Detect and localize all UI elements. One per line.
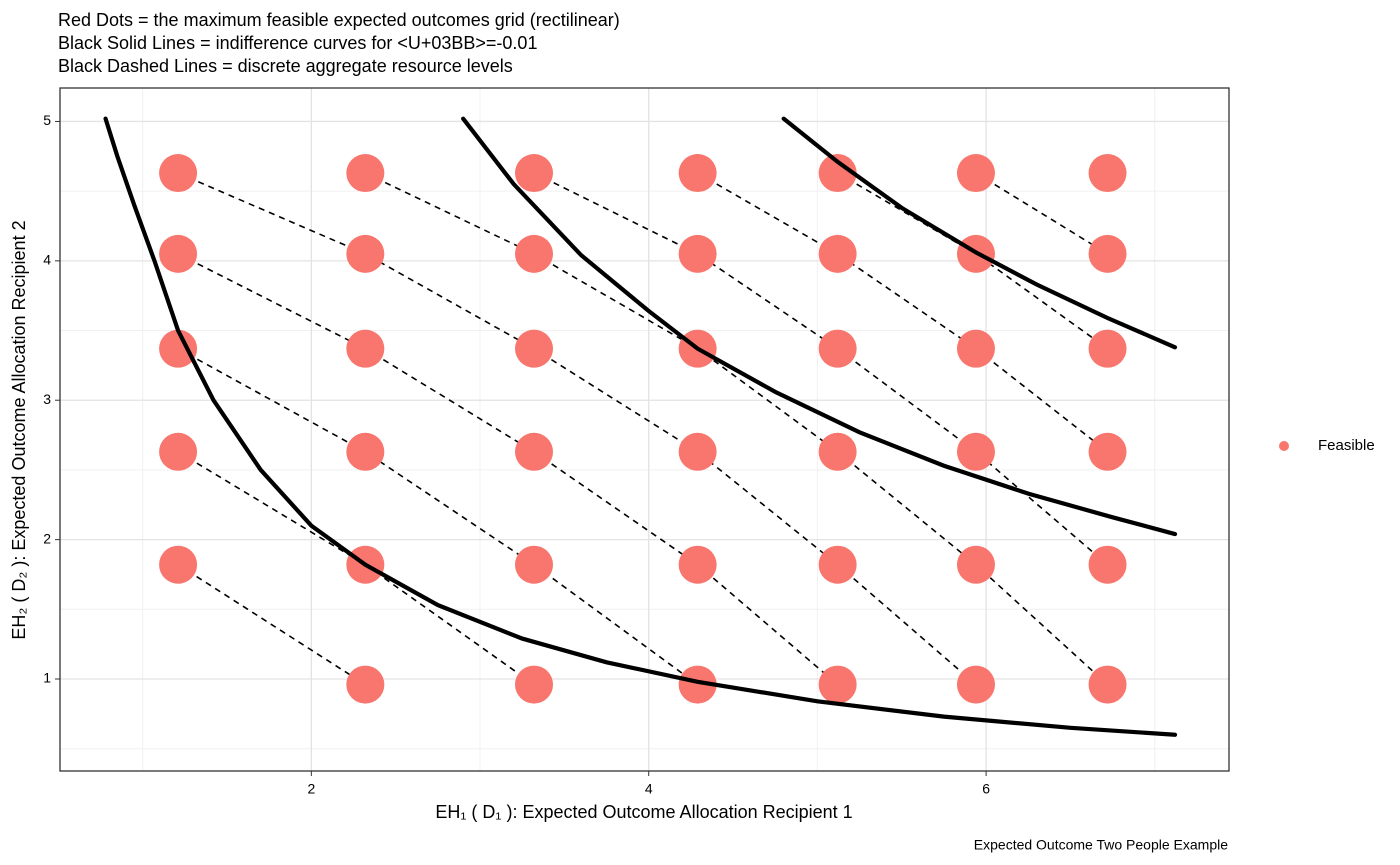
point (346, 329, 385, 368)
x-tick-label: 6 (982, 781, 990, 797)
point (159, 545, 198, 584)
point (956, 432, 995, 471)
point (818, 234, 857, 273)
indifference-curve (461, 116, 1178, 537)
point (818, 665, 857, 704)
y-tick-label: 5 (43, 112, 51, 128)
point (818, 432, 857, 471)
y-axis-label: EH₂ ( D₂ ): Expected Outcome Allocation … (9, 220, 29, 639)
point (956, 154, 995, 193)
point (1088, 154, 1127, 193)
point (678, 234, 717, 273)
point (956, 665, 995, 704)
y-tick-label: 2 (43, 530, 51, 546)
title-line: Red Dots = the maximum feasible expected… (58, 10, 620, 30)
point (1088, 545, 1127, 584)
indifference-curve (781, 116, 1178, 350)
point (1088, 665, 1127, 704)
y-tick-label: 4 (43, 252, 51, 268)
point (678, 432, 717, 471)
point (515, 545, 554, 584)
point (346, 154, 385, 193)
legend-label: Feasible (1318, 437, 1375, 454)
point (818, 329, 857, 368)
x-tick-label: 4 (645, 781, 653, 797)
x-tick-label: 2 (307, 781, 315, 797)
caption: Expected Outcome Two People Example (974, 837, 1228, 853)
point (678, 665, 717, 704)
point (159, 432, 198, 471)
point (515, 154, 554, 193)
point (678, 545, 717, 584)
resource-level-line (177, 253, 839, 686)
point (346, 234, 385, 273)
panel-border (59, 87, 1230, 772)
legend-key (1279, 441, 1289, 451)
point (956, 329, 995, 368)
resource-level-line (837, 172, 1109, 350)
point (346, 432, 385, 471)
title-line: Black Dashed Lines = discrete aggregate … (58, 56, 513, 76)
point (159, 329, 198, 368)
resource-level-line (533, 172, 1109, 566)
title-line: Black Solid Lines = indifference curves … (58, 33, 537, 53)
point (956, 545, 995, 584)
point (1088, 234, 1127, 273)
indifference-curve (103, 116, 1178, 737)
resource-level-line (177, 564, 366, 686)
point (818, 545, 857, 584)
point (515, 234, 554, 273)
point (159, 234, 198, 273)
point (515, 665, 554, 704)
y-tick-label: 1 (43, 670, 51, 686)
y-tick-label: 3 (43, 391, 51, 407)
point (515, 329, 554, 368)
point (346, 665, 385, 704)
point (1088, 329, 1127, 368)
x-axis-label: EH₁ ( D₁ ): Expected Outcome Allocation … (435, 802, 852, 822)
resource-level-line (177, 172, 977, 686)
point (515, 432, 554, 471)
resource-level-line (364, 172, 1109, 686)
point (818, 154, 857, 193)
point (678, 154, 717, 193)
point (159, 154, 198, 193)
resource-level-line (177, 347, 699, 686)
resource-level-line (177, 451, 535, 686)
resource-level-line (975, 172, 1108, 255)
point (1088, 432, 1127, 471)
resource-level-line (697, 172, 1109, 453)
